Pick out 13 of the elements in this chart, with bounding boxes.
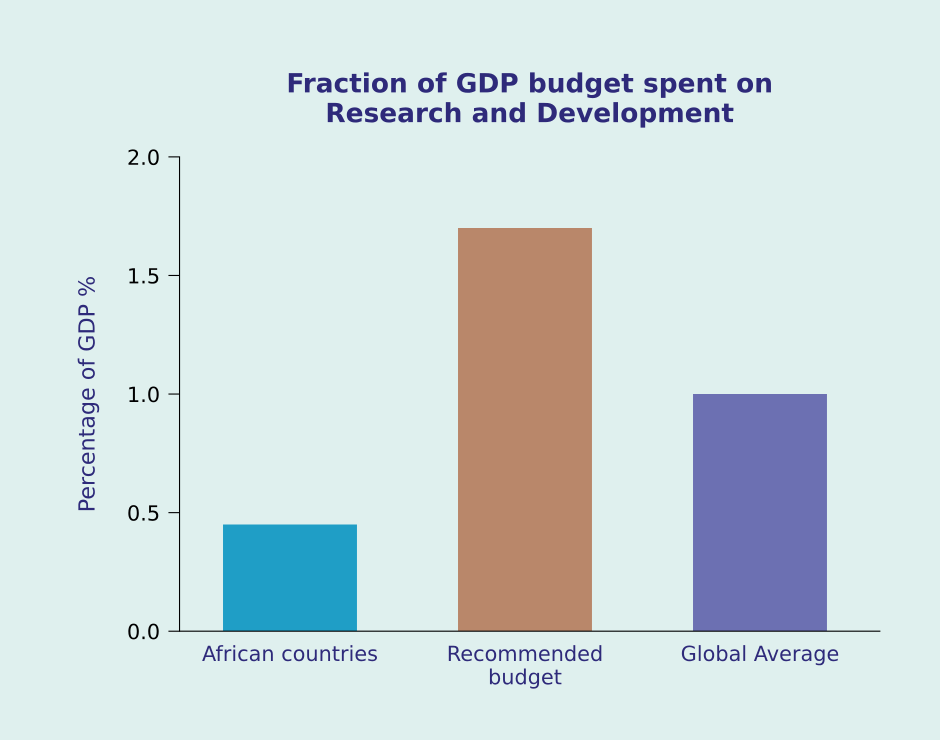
- chart-title: Fraction of GDP budget spent on Research and Development: [288, 72, 771, 128]
- bar: [693, 394, 827, 632]
- bar: [458, 228, 592, 632]
- y-tick-label: 1.5: [129, 268, 158, 284]
- y-tick-label: 2.0: [128, 149, 159, 166]
- y-tick-label: 0.0: [128, 624, 159, 640]
- x-tick-label: Recommended budget: [448, 645, 602, 689]
- y-axis-title: Percentage of GDP %: [78, 277, 100, 510]
- y-tick-label: 0.5: [128, 505, 158, 521]
- x-tick-label: Global Average: [682, 645, 838, 666]
- y-tick-label: 1.0: [129, 386, 159, 402]
- x-tick-label: African countries: [202, 645, 377, 662]
- bar: [223, 524, 357, 632]
